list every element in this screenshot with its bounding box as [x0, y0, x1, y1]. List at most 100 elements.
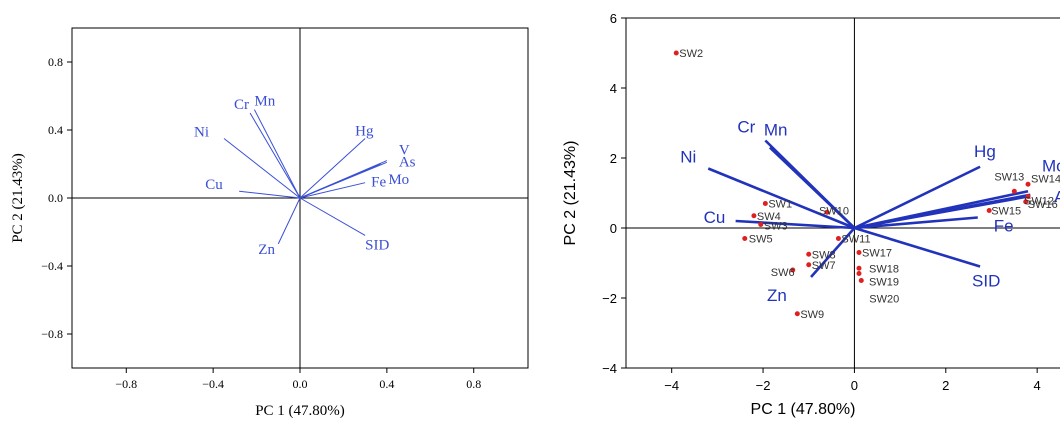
- loading-vector-fe: [299, 182, 366, 199]
- sample-label-sw16: SW16: [1028, 199, 1058, 211]
- sample-point-sw20: [858, 278, 864, 283]
- sample-label-sw10: SW10: [819, 205, 849, 217]
- biplot-vector-label-mn: Mn: [764, 121, 788, 140]
- x-tick-label: 4: [1034, 378, 1041, 393]
- sample-point-sw2: [673, 50, 679, 56]
- biplot-vector-zn: [810, 227, 856, 278]
- biplot-panel: −4 −2 0 2 4 −4 −2 0 2 4 6 PC 1 (47.80%) PC 2 (21.43%…: [562, 11, 1060, 418]
- y-tick-label: −0.8: [41, 327, 63, 341]
- loading-label-ni: Ni: [194, 125, 209, 141]
- biplot-vector-hg: [853, 165, 981, 230]
- y-tick-label: 6: [610, 11, 617, 26]
- sample-label-sw6: SW6: [771, 267, 795, 279]
- y-tick-label: 0.8: [48, 55, 63, 69]
- y-axis-label: PC 2 (21.43%): [562, 141, 579, 246]
- sample-point-sw10: [824, 209, 830, 215]
- loading-vector-ni: [223, 138, 301, 199]
- biplot-vector-cu: [735, 219, 855, 230]
- x-axis-label: PC 1 (47.80%): [751, 401, 856, 418]
- x-tick-label: −0.8: [115, 377, 137, 391]
- sample-point-sw5: [742, 236, 748, 241]
- loading-label-v: V: [399, 143, 410, 159]
- biplot-vector-label-ni: Ni: [680, 148, 696, 167]
- sample-point-sw18: [856, 265, 862, 271]
- loading-label-sid: SID: [365, 237, 389, 253]
- sample-label-sw20: SW20: [869, 294, 899, 306]
- loading-vector-sid: [299, 197, 366, 236]
- sample-label-sw7: SW7: [812, 260, 836, 272]
- loading-plot-panel: −0.8 −0.4 0.0 0.4 0.8 −0.8 −0.4 0.0 0.4 0.8 PC 1 (…: [10, 27, 529, 419]
- sample-point-sw19: [856, 271, 862, 276]
- x-tick-label: 0.4: [379, 377, 394, 391]
- x-tick-label: 2: [942, 378, 949, 393]
- sample-point-sw6: [790, 267, 796, 273]
- sample-point-sw9: [794, 311, 800, 317]
- y-tick-label: −2: [602, 291, 617, 306]
- loading-label-cu: Cu: [205, 177, 223, 193]
- loading-label-hg: Hg: [355, 124, 374, 140]
- biplot-vector-mn: [769, 146, 856, 229]
- loading-vector-hg: [299, 138, 366, 199]
- sample-point-sw4: [751, 213, 757, 219]
- biplot-vector-label-sid: SID: [972, 272, 1000, 291]
- loading-label-as: As: [399, 154, 416, 170]
- sample-point-sw11: [835, 236, 841, 241]
- biplot-vector-label-mo: Mo: [1042, 156, 1060, 175]
- y-tick-label: −0.4: [41, 259, 63, 273]
- loading-label-mn: Mn: [254, 94, 275, 110]
- biplot-vector-label-cr: Cr: [737, 118, 755, 137]
- y-tick-label: 4: [610, 81, 617, 96]
- y-tick-label: 0.0: [48, 191, 63, 205]
- sample-label-sw13: SW13: [994, 171, 1024, 183]
- biplot-vector-ni: [707, 167, 855, 230]
- loading-vector-cr: [249, 112, 301, 199]
- biplot-vector-label-zn: Zn: [767, 286, 787, 305]
- loading-vector-zn: [277, 197, 301, 245]
- loading-label-zn: Zn: [258, 242, 275, 258]
- sample-label-sw2: SW2: [679, 48, 703, 60]
- sample-point-sw1: [762, 201, 768, 206]
- sample-label-sw11: SW11: [841, 234, 870, 246]
- loading-label-fe: Fe: [371, 175, 386, 191]
- sample-label-sw8: SW8: [812, 249, 836, 261]
- x-tick-label: −2: [756, 378, 771, 393]
- biplot-vector-label-as: As: [1054, 188, 1060, 207]
- sample-point-sw8: [806, 251, 812, 257]
- y-tick-label: −4: [602, 361, 617, 376]
- loading-vector-mo: [299, 163, 381, 199]
- sample-label-sw4: SW4: [757, 211, 781, 223]
- sample-point-sw3: [758, 222, 764, 227]
- loading-vector-mn: [253, 109, 301, 199]
- biplot-vector-sid: [854, 226, 981, 268]
- sample-label-sw5: SW5: [749, 234, 773, 246]
- x-tick-label: −0.4: [202, 377, 224, 391]
- sample-label-sw9: SW9: [800, 309, 824, 321]
- y-tick-label: 2: [610, 151, 617, 166]
- biplot-vector-label-cu: Cu: [704, 208, 726, 227]
- x-tick-label: 0.8: [466, 377, 481, 391]
- sample-label-sw14: SW14: [1031, 173, 1060, 185]
- sample-label-sw18: SW18: [869, 263, 899, 275]
- sample-point-sw13: [1011, 188, 1017, 194]
- y-axis-label: PC 2 (21.43%): [10, 153, 26, 243]
- sample-point-sw17: [856, 250, 862, 255]
- sample-point-sw14: [1025, 181, 1031, 187]
- x-tick-label: 0.0: [293, 377, 308, 391]
- x-tick-label: 0: [851, 378, 858, 393]
- sample-point-sw7: [806, 262, 812, 268]
- sample-point-sw12: [1025, 194, 1031, 199]
- sample-label-sw17: SW17: [862, 248, 892, 260]
- sample-label-sw15: SW15: [991, 206, 1021, 218]
- y-tick-label: 0.4: [48, 123, 63, 137]
- sample-point-sw15: [986, 208, 992, 213]
- sample-label-sw3: SW3: [764, 221, 788, 233]
- sample-label-sw12: SW12: [1024, 196, 1054, 208]
- sample-label-sw19: SW19: [869, 277, 899, 289]
- x-axis-label: PC 1 (47.80%): [255, 403, 345, 419]
- loading-label-cr: Cr: [234, 97, 249, 113]
- x-tick-label: −4: [664, 378, 679, 393]
- biplot-vector-label-hg: Hg: [974, 142, 996, 161]
- biplot-vector-label-fe: Fe: [994, 217, 1014, 236]
- biplot-vector-fe: [854, 216, 978, 230]
